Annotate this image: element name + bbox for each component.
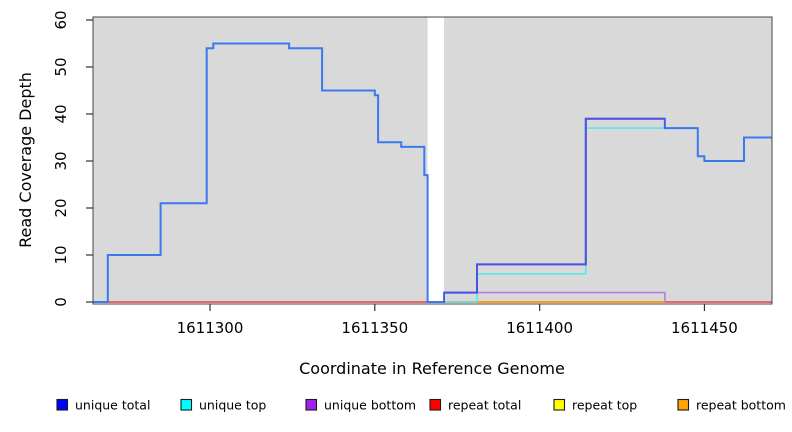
legend-item-unique-bottom: unique bottom	[305, 398, 416, 413]
legend-item-repeat-top: repeat top	[553, 398, 637, 413]
legend-swatch-unique-bottom	[305, 398, 318, 411]
legend-item-unique-top: unique top	[180, 398, 266, 413]
legend-swatch-repeat-top	[553, 398, 566, 411]
legend-swatch-repeat-total	[429, 398, 442, 411]
series-line-unique-total	[93, 42, 772, 303]
legend-label: unique total	[75, 398, 150, 413]
x-tick-label: 1611450	[671, 319, 738, 337]
y-tick-label: 30	[52, 151, 70, 170]
y-tick-label: 50	[52, 57, 70, 76]
legend-swatch-unique-total	[56, 398, 69, 411]
legend-label: unique bottom	[324, 398, 416, 413]
series-line-unique-bottom	[444, 291, 666, 302]
x-tick-label: 1611400	[506, 319, 573, 337]
y-tick-label: 60	[52, 10, 70, 29]
legend-label: repeat total	[448, 398, 521, 413]
y-tick-label: 0	[52, 297, 70, 307]
legend-item-unique-total: unique total	[56, 398, 150, 413]
legend-item-repeat-total: repeat total	[429, 398, 521, 413]
y-tick-label: 40	[52, 104, 70, 123]
y-axis-title: Read Coverage Depth	[16, 72, 35, 248]
y-tick-label: 20	[52, 198, 70, 217]
legend-label: unique top	[199, 398, 266, 413]
x-tick-label: 1611300	[177, 319, 244, 337]
panel-left-bg	[93, 17, 428, 303]
x-tick-label: 1611350	[341, 319, 408, 337]
legend-swatch-repeat-bottom	[677, 398, 690, 411]
x-axis-title: Coordinate in Reference Genome	[299, 359, 565, 378]
legend-item-repeat-bottom: repeat bottom	[677, 398, 786, 413]
y-tick-label: 10	[52, 245, 70, 264]
legend-label: repeat bottom	[696, 398, 786, 413]
legend-label: repeat top	[572, 398, 637, 413]
legend-swatch-unique-top	[180, 398, 193, 411]
chart-generated-layer: 1611300 1611350 1611400 1611450 0 10 20 30 40 50 6…	[52, 10, 786, 412]
